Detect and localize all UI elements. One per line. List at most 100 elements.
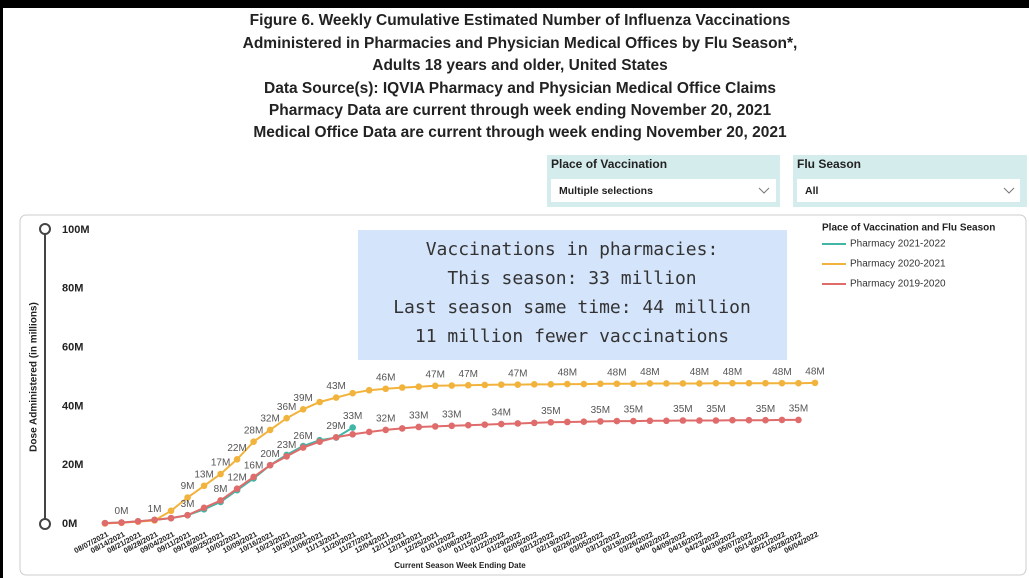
- title-line: Adults 18 years and older, United States: [372, 57, 667, 74]
- y-tick-label: 40M: [62, 400, 83, 412]
- data-point: [349, 424, 356, 431]
- data-point: [745, 416, 753, 424]
- data-point: [712, 379, 720, 387]
- data-point: [349, 431, 356, 438]
- title-line: Pharmacy Data are current through week e…: [269, 102, 772, 119]
- data-label: 35M: [789, 404, 808, 415]
- data-point: [531, 419, 538, 427]
- y-tick-label: 100M: [62, 224, 90, 236]
- x-axis-label: Current Season Week Ending Date: [394, 561, 526, 570]
- dropdown[interactable]: [551, 179, 776, 202]
- data-label: 48M: [723, 367, 742, 378]
- data-point: [597, 418, 604, 425]
- data-point: [531, 381, 538, 388]
- data-point: [795, 416, 802, 424]
- filter[interactable]: Place of Vaccination Multiple selections: [547, 155, 780, 207]
- title-block: Figure 6. Weekly Cumulative Estimated Nu…: [243, 12, 798, 141]
- data-point: [200, 482, 208, 490]
- data-point: [597, 380, 604, 388]
- data-point: [266, 461, 274, 469]
- data-point: [266, 426, 274, 434]
- data-point: [283, 453, 290, 460]
- filter-label: Place of Vaccination: [551, 157, 667, 171]
- data-point: [167, 507, 175, 515]
- data-point: [646, 417, 654, 425]
- slider-handle[interactable]: [39, 518, 51, 530]
- data-point: [630, 417, 637, 425]
- data-label: 35M: [756, 404, 775, 415]
- data-point: [811, 379, 819, 387]
- data-point: [778, 416, 786, 424]
- data-point: [762, 379, 769, 387]
- data-point: [250, 438, 257, 445]
- data-point: [184, 494, 191, 501]
- data-point: [712, 417, 720, 424]
- dropdown[interactable]: [797, 179, 1020, 202]
- data-label: 12M: [227, 472, 246, 483]
- data-point: [745, 379, 753, 387]
- data-point: [431, 382, 439, 390]
- data-label: 35M: [624, 405, 643, 416]
- data-point: [233, 456, 241, 463]
- data-point: [365, 386, 373, 394]
- annotation-line: Last season same time: 44 million: [393, 297, 751, 318]
- data-label: 48M: [690, 367, 709, 378]
- data-point: [398, 384, 406, 391]
- annotation-line: Vaccinations in pharmacies:: [426, 239, 719, 260]
- data-label: 47M: [508, 368, 527, 379]
- dropdown-value: All: [805, 185, 819, 197]
- data-point: [283, 414, 290, 422]
- data-label: 28M: [244, 425, 263, 436]
- data-point: [151, 516, 158, 524]
- data-point: [398, 425, 406, 432]
- data-label: 48M: [558, 368, 577, 379]
- data-point: [448, 422, 456, 430]
- data-label: 9M: [181, 481, 195, 492]
- data-label: 0M: [115, 506, 129, 517]
- annotation-line: This season: 33 million: [447, 268, 696, 289]
- data-point: [564, 418, 571, 426]
- data-point: [696, 417, 703, 424]
- data-point: [134, 518, 142, 525]
- data-label: 17M: [211, 458, 230, 469]
- data-point: [547, 418, 555, 426]
- data-point: [778, 379, 786, 387]
- data-point: [464, 421, 472, 429]
- data-label: 32M: [260, 414, 279, 425]
- data-point: [101, 519, 109, 527]
- title-line: Figure 6. Weekly Cumulative Estimated Nu…: [250, 12, 791, 29]
- data-label: 20M: [260, 449, 279, 460]
- data-point: [200, 504, 208, 512]
- data-label: 26M: [293, 431, 312, 442]
- data-point: [762, 416, 769, 424]
- slider-handle[interactable]: [39, 223, 51, 235]
- data-point: [729, 416, 736, 424]
- y-tick-label: 0M: [62, 518, 77, 530]
- data-point: [514, 381, 522, 388]
- data-label: 47M: [426, 369, 445, 380]
- annotation-box: [358, 230, 787, 360]
- data-label: 48M: [640, 367, 659, 378]
- data-point: [431, 423, 439, 430]
- frame-left: [0, 0, 3, 578]
- data-point: [382, 385, 389, 393]
- data-label: 33M: [442, 409, 461, 420]
- range-slider[interactable]: [39, 223, 51, 530]
- data-label: 35M: [706, 404, 725, 415]
- data-label: 33M: [343, 411, 362, 422]
- data-label: 34M: [492, 408, 511, 419]
- data-point: [118, 519, 125, 526]
- data-label: 29M: [326, 421, 345, 432]
- data-point: [696, 380, 703, 387]
- data-label: 35M: [591, 405, 610, 416]
- data-point: [497, 381, 505, 388]
- data-point: [316, 398, 323, 406]
- legend-title: Place of Vaccination and Flu Season: [822, 223, 995, 234]
- data-label: 3M: [181, 499, 195, 510]
- filter[interactable]: Flu Season All: [793, 155, 1027, 207]
- data-point: [349, 389, 356, 397]
- data-point: [481, 381, 489, 389]
- chevron: [758, 187, 770, 194]
- data-point: [679, 417, 687, 424]
